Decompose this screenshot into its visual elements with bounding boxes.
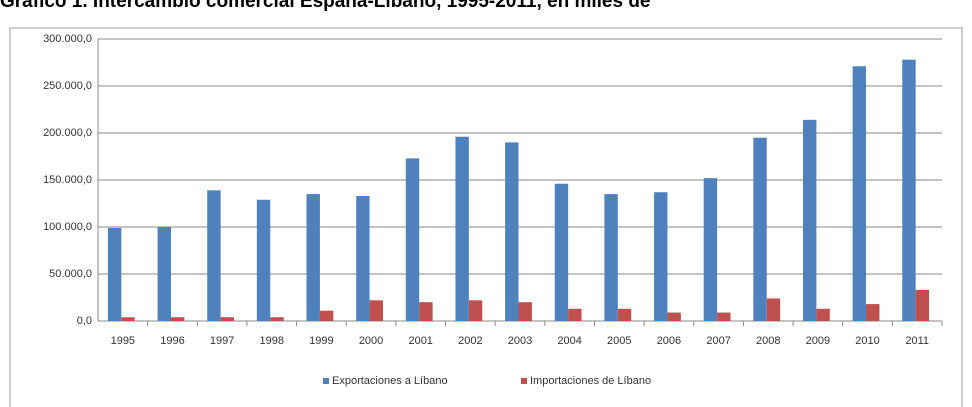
bar xyxy=(866,304,880,321)
y-tick-label: 150.000,0 xyxy=(43,174,92,186)
y-tick-label: 200.000,0 xyxy=(43,127,92,139)
bar xyxy=(207,190,221,321)
y-tick-label: 0,0 xyxy=(77,315,92,327)
bar xyxy=(617,308,632,321)
bar xyxy=(369,300,383,321)
x-tick-label: 1996 xyxy=(160,335,184,347)
x-tick-label: 1999 xyxy=(309,335,333,347)
bar xyxy=(802,119,817,321)
x-tick-label: 2003 xyxy=(508,335,532,347)
bar xyxy=(107,227,122,321)
x-tick-label: 2008 xyxy=(756,335,780,347)
x-tick-label: 1995 xyxy=(111,335,135,347)
legend-label: Importaciones de Líbano xyxy=(530,375,651,387)
bar xyxy=(902,59,916,322)
chart-border xyxy=(9,27,963,407)
bar xyxy=(170,317,185,321)
bar xyxy=(256,199,271,321)
bar xyxy=(915,289,930,321)
legend-swatch xyxy=(323,378,329,384)
x-tick-label: 2011 xyxy=(905,335,929,347)
x-tick-label: 2002 xyxy=(458,335,482,347)
bar xyxy=(852,66,867,321)
x-tick-label: 2006 xyxy=(657,335,681,347)
y-tick-label: 50.000,0 xyxy=(49,268,92,280)
bar xyxy=(306,194,320,321)
y-tick-label: 300.000,0 xyxy=(43,33,92,45)
x-tick-label: 2007 xyxy=(706,335,730,347)
bar xyxy=(356,195,370,321)
bar xyxy=(455,136,469,321)
bar xyxy=(405,158,420,321)
bar xyxy=(654,192,668,321)
bar xyxy=(816,308,830,321)
x-tick-label: 1997 xyxy=(210,335,234,347)
y-tick-label: 250.000,0 xyxy=(43,80,92,92)
x-tick-label: 2009 xyxy=(806,335,830,347)
x-tick-label: 2004 xyxy=(557,335,581,347)
bar xyxy=(270,317,284,321)
bar xyxy=(568,308,582,321)
bar xyxy=(766,298,781,321)
legend-label: Exportaciones a Líbano xyxy=(332,375,448,387)
bar xyxy=(518,302,532,321)
bar xyxy=(753,137,767,321)
bar xyxy=(157,227,171,321)
x-tick-label: 2000 xyxy=(359,335,383,347)
bar xyxy=(121,317,135,321)
bar xyxy=(468,300,483,321)
bar xyxy=(505,142,519,321)
bar xyxy=(554,183,569,321)
bar xyxy=(667,312,681,321)
bar xyxy=(703,178,718,321)
x-tick-label: 2001 xyxy=(408,335,432,347)
x-tick-label: 1998 xyxy=(260,335,284,347)
legend-swatch xyxy=(521,378,527,384)
bar xyxy=(220,317,235,321)
x-tick-label: 2005 xyxy=(607,335,631,347)
bar xyxy=(604,194,618,321)
y-tick-label: 100.000,0 xyxy=(43,221,92,233)
bar xyxy=(419,302,433,321)
chart-title: Gráfico 1. Intercambio comercial España-… xyxy=(0,0,651,12)
x-tick-label: 2010 xyxy=(855,335,879,347)
bar xyxy=(717,312,731,321)
bar xyxy=(319,310,334,321)
